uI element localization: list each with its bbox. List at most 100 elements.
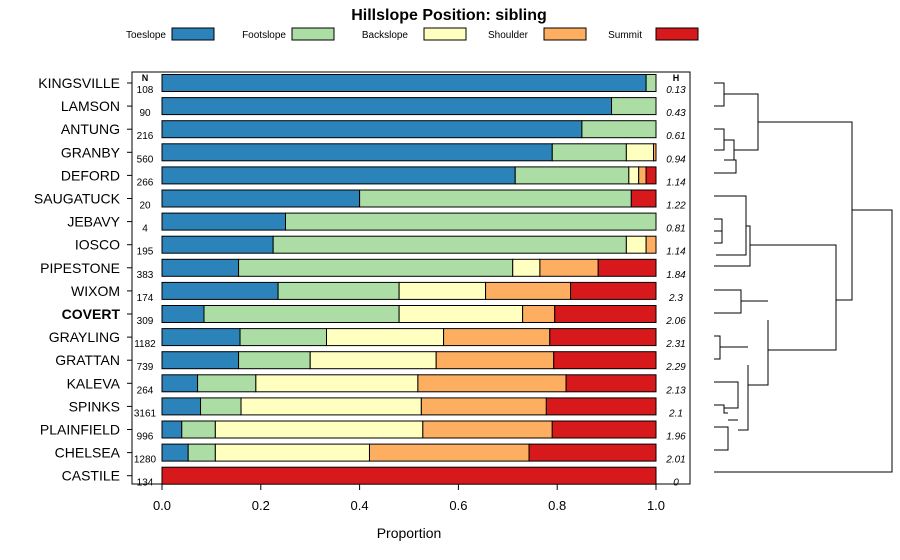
- row-label: DEFORD: [61, 167, 120, 183]
- h-value: 1.14: [666, 177, 686, 188]
- dendrogram-link: [750, 244, 837, 351]
- row-label: COVERT: [62, 306, 121, 322]
- bar-segment-footslope: [203, 305, 400, 323]
- bar-segment-backslope: [628, 166, 640, 185]
- dendrogram-link: [714, 82, 725, 107]
- dendrogram-link: [722, 225, 751, 267]
- row-label: LAMSON: [61, 98, 120, 114]
- h-value: 2.29: [665, 362, 686, 373]
- row-label: GRANBY: [61, 144, 121, 160]
- bar-row-chelsea: CHELSEA 1280 2.01: [55, 443, 686, 466]
- row-label: KINGSVILLE: [38, 75, 120, 91]
- dendrogram-link: [714, 209, 893, 473]
- row-label: KALEVA: [67, 375, 121, 391]
- dendrogram-link: [714, 139, 737, 174]
- bar-row-castile: CASTILE 134 0: [62, 466, 679, 489]
- bar-segment-backslope: [398, 281, 487, 300]
- bar-segment-footslope: [239, 328, 328, 347]
- bar-segment-shoulder: [522, 305, 556, 323]
- bar-segment-backslope: [625, 143, 655, 162]
- n-value: 309: [137, 316, 154, 327]
- bar-segment-footslope: [551, 143, 627, 162]
- bar-row-grayling: GRAYLING 1182 2.31: [49, 328, 686, 350]
- bar-segment-toeslope: [161, 143, 553, 162]
- bar-row-granby: GRANBY 560 0.94: [61, 143, 686, 165]
- bar-row-iosco: IOSCO 195 1.14: [75, 235, 686, 258]
- row-label: PIPESTONE: [40, 260, 120, 276]
- bar-segment-backslope: [398, 305, 524, 323]
- row-label: JEBAVY: [67, 214, 120, 230]
- n-value: 739: [137, 362, 154, 373]
- bar-segment-toeslope: [161, 328, 241, 347]
- n-value: 383: [137, 270, 154, 281]
- h-value: 0.13: [666, 85, 686, 96]
- bar-segment-toeslope: [161, 258, 240, 277]
- bar-segment-shoulder: [422, 420, 553, 439]
- bar-row-spinks: SPINKS 3161 2.1: [69, 397, 683, 419]
- bar-row-covert: COVERT 309 2.06: [62, 305, 686, 327]
- n-value: 1280: [134, 455, 157, 466]
- x-tick-label: 0.4: [351, 498, 369, 513]
- h-value: 2.13: [665, 385, 686, 396]
- bar-row-kingsville: KINGSVILLE 108 0.13: [38, 74, 686, 96]
- row-label: CASTILE: [62, 468, 120, 484]
- bar-segment-toeslope: [161, 420, 183, 439]
- h-value: 2.1: [668, 408, 683, 419]
- x-tick-label: 1.0: [647, 498, 665, 513]
- n-value: 264: [137, 385, 154, 396]
- bar-segment-shoulder: [645, 235, 657, 254]
- h-value: 1.14: [666, 247, 686, 258]
- bar-segment-toeslope: [161, 351, 240, 370]
- bar-segment-summit: [597, 258, 657, 277]
- bar-segment-toeslope: [161, 120, 583, 139]
- legend-swatch-backslope: [423, 27, 467, 41]
- dendrogram-link: [724, 93, 759, 151]
- h-value: 0.81: [666, 224, 685, 235]
- bar-segment-toeslope: [161, 397, 202, 416]
- bar-segment-toeslope: [161, 443, 189, 462]
- row-label: CHELSEA: [55, 445, 121, 461]
- bar-segment-footslope: [514, 166, 630, 185]
- h-value: 2.06: [665, 316, 686, 327]
- bar-segment-shoulder: [417, 374, 567, 393]
- row-label: IOSCO: [75, 237, 120, 253]
- dendrogram-link: [714, 404, 728, 414]
- bar-segment-footslope: [645, 74, 657, 92]
- bar-row-grattan: GRATTAN 739 2.29: [55, 351, 686, 373]
- bar-segment-footslope: [611, 97, 657, 116]
- bar-segment-backslope: [512, 258, 541, 277]
- bar-segment-shoulder: [368, 443, 530, 462]
- dendrogram-link: [714, 335, 721, 360]
- bar-segment-shoulder: [539, 258, 599, 277]
- bar-segment-summit: [553, 351, 657, 370]
- bar-segment-toeslope: [161, 235, 274, 254]
- bar-row-kaleva: KALEVA 264 2.13: [67, 374, 686, 396]
- bar-segment-summit: [554, 305, 657, 323]
- dendrogram: [714, 82, 893, 473]
- bar-segment-toeslope: [161, 97, 613, 116]
- x-tick-label: 0.0: [153, 498, 171, 513]
- x-axis: 0.0 0.2 0.4 0.6 0.8 1.0: [153, 484, 665, 513]
- bar-segment-summit: [630, 189, 657, 208]
- bar-segment-backslope: [309, 351, 437, 370]
- x-tick-label: 0.8: [548, 498, 566, 513]
- n-value: 3161: [134, 408, 157, 419]
- n-value: 195: [137, 247, 154, 258]
- row-label: WIXOM: [71, 283, 120, 299]
- bar-segment-backslope: [214, 443, 370, 462]
- legend-label-toeslope: Toeslope: [126, 30, 166, 41]
- dendrogram-link: [714, 426, 729, 451]
- bar-segment-shoulder: [653, 143, 657, 162]
- bar-segment-footslope: [272, 235, 627, 254]
- dendrogram-link: [758, 121, 853, 301]
- bar-segment-footslope: [285, 212, 657, 231]
- h-value: 0.43: [666, 108, 686, 119]
- x-tick-label: 0.6: [449, 498, 467, 513]
- dendrogram-link: [738, 365, 749, 431]
- bar-segment-toeslope: [161, 212, 286, 231]
- h-value: 0: [673, 478, 679, 489]
- h-value: 2.3: [668, 293, 683, 304]
- h-value: 0.94: [666, 154, 686, 165]
- dendrogram-link: [714, 128, 725, 151]
- n-value: 134: [137, 478, 154, 489]
